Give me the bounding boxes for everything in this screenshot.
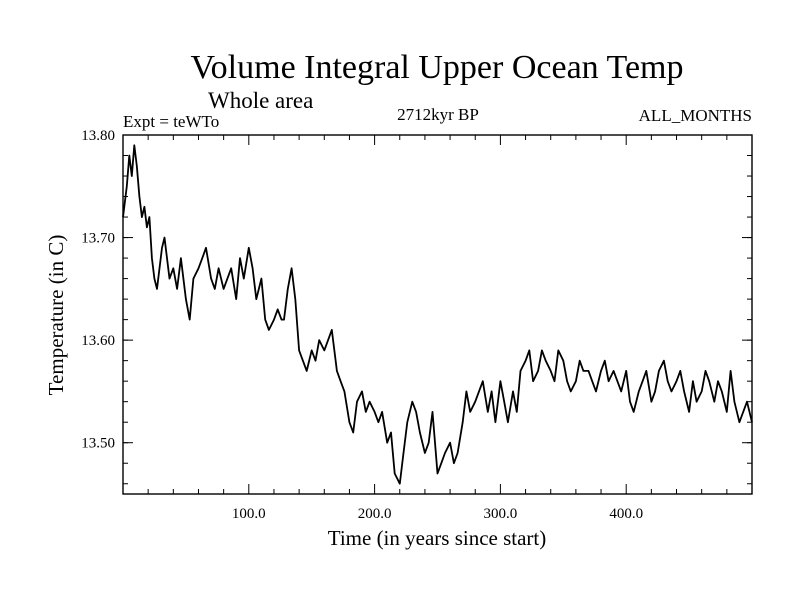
series-line (122, 144, 753, 485)
months-label: ALL_MONTHS (639, 106, 752, 125)
y-axis-label: Temperature (in C) (44, 235, 68, 396)
x-tick-label: 200.0 (358, 506, 392, 522)
axes: 100.0 200.0 300.0 400.0 13.50 13.60 13.70 13.80 (81, 128, 753, 522)
series-group (122, 144, 753, 485)
x-tick-label: 400.0 (609, 506, 643, 522)
x-tick-label: 300.0 (484, 506, 518, 522)
experiment-label: Expt = teWTo (123, 112, 219, 131)
x-tick-label: 100.0 (232, 506, 266, 522)
chart-title: Volume Integral Upper Ocean Temp (191, 49, 684, 86)
y-tick-label: 13.70 (81, 231, 115, 247)
chart-subtitle: Whole area (208, 88, 313, 113)
y-tick-label: 13.50 (81, 436, 115, 452)
plot-frame (122, 134, 753, 495)
period-label: 2712kyr BP (397, 105, 479, 124)
x-axis-label: Time (in years since start) (328, 526, 547, 550)
y-tick-label: 13.80 (81, 128, 115, 144)
y-tick-label: 13.60 (81, 333, 115, 349)
